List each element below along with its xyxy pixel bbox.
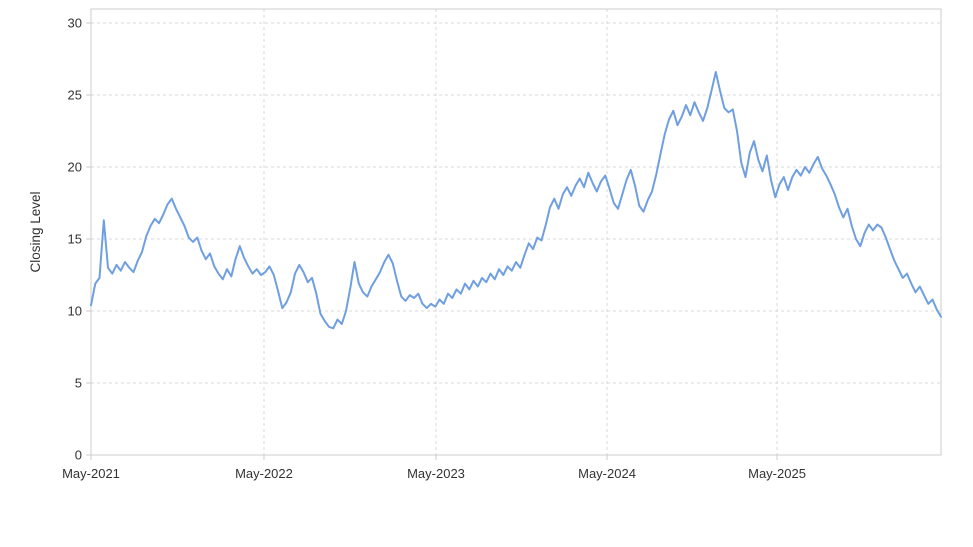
y-tick-label: 30	[68, 16, 82, 31]
y-axis-title: Closing Level	[28, 191, 43, 272]
plot-border	[90, 8, 942, 456]
y-tick-label: 10	[68, 304, 82, 319]
x-tick-label: May-2022	[235, 466, 293, 481]
x-tick-label: May-2021	[62, 466, 120, 481]
y-tick-label: 5	[75, 376, 82, 391]
y-tick-label: 15	[68, 232, 82, 247]
y-tick-label: 25	[68, 88, 82, 103]
x-tick-label: May-2024	[578, 466, 636, 481]
y-tick-label: 0	[75, 448, 82, 463]
x-tick-label: May-2025	[748, 466, 806, 481]
closing-level-series-line	[90, 71, 942, 330]
x-tick-label: May-2023	[407, 466, 465, 481]
y-tick-label: 20	[68, 160, 82, 175]
